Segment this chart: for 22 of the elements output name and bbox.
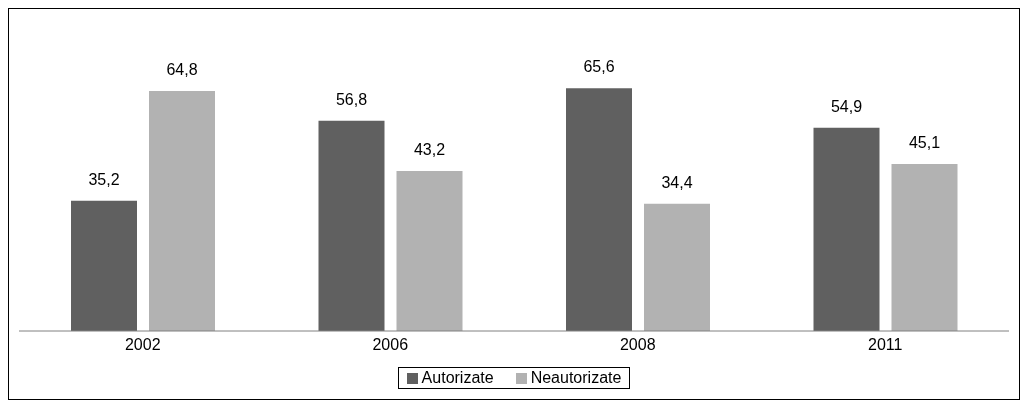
x-tick-label: 2002 — [124, 336, 161, 354]
data-label: 56,8 — [335, 90, 368, 108]
bar — [71, 200, 137, 331]
x-tick-label: 2006 — [372, 336, 409, 354]
bar — [644, 203, 710, 331]
bar — [149, 91, 215, 331]
x-tick-label: 2008 — [619, 336, 656, 354]
data-label: 34,4 — [661, 173, 693, 191]
data-label: 54,9 — [830, 97, 863, 115]
bar — [396, 171, 463, 331]
data-label: 45,1 — [908, 134, 941, 152]
x-tick-label: 2011 — [868, 336, 903, 354]
legend-label: Autorizate — [420, 369, 494, 387]
data-label: 65,6 — [583, 58, 615, 76]
bar — [891, 164, 958, 331]
legend-label: Neautorizate — [529, 369, 622, 387]
bar — [566, 88, 632, 331]
data-label: 35,2 — [88, 170, 120, 188]
bar — [318, 120, 385, 331]
data-label: 64,8 — [166, 61, 198, 79]
bar — [813, 127, 880, 331]
data-label: 43,2 — [413, 141, 446, 159]
